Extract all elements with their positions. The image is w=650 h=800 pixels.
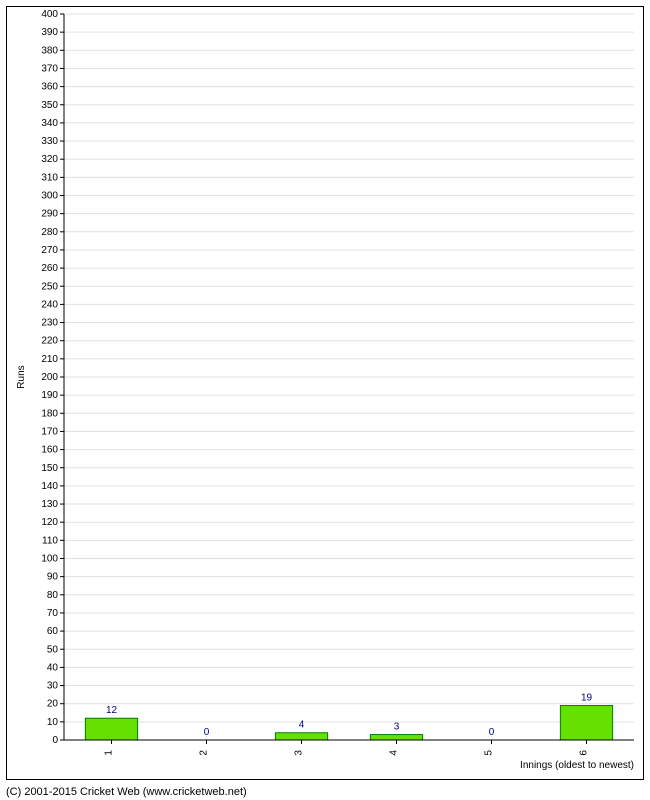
y-tick-label: 210 xyxy=(41,354,58,365)
y-tick-label: 190 xyxy=(41,390,58,401)
x-tick-label: 4 xyxy=(389,750,400,756)
y-tick-label: 270 xyxy=(41,245,58,256)
y-tick-label: 110 xyxy=(42,535,58,546)
bar-value-label: 0 xyxy=(489,727,495,738)
y-tick-label: 130 xyxy=(41,499,58,510)
bar xyxy=(275,733,327,740)
x-tick-label: 3 xyxy=(294,750,305,756)
y-tick-label: 240 xyxy=(41,299,58,310)
y-tick-label: 340 xyxy=(41,118,58,129)
x-tick-label: 2 xyxy=(199,750,210,756)
y-tick-label: 180 xyxy=(41,408,58,419)
chart-container: 0102030405060708090100110120130140150160… xyxy=(0,0,650,800)
y-tick-label: 0 xyxy=(52,735,58,746)
y-tick-label: 380 xyxy=(41,45,58,56)
y-tick-label: 250 xyxy=(41,281,58,292)
y-tick-label: 330 xyxy=(41,136,58,147)
bar-value-label: 4 xyxy=(299,720,305,731)
x-tick-label: 5 xyxy=(484,750,495,756)
y-tick-label: 20 xyxy=(47,699,59,710)
y-tick-label: 200 xyxy=(41,372,58,383)
y-tick-label: 360 xyxy=(41,82,58,93)
y-tick-label: 60 xyxy=(47,626,59,637)
y-tick-label: 260 xyxy=(41,263,58,274)
x-tick-label: 6 xyxy=(579,750,590,756)
bar xyxy=(85,718,137,740)
y-tick-label: 90 xyxy=(47,572,59,583)
y-tick-label: 30 xyxy=(47,681,59,692)
x-tick-label: 1 xyxy=(104,750,115,756)
bar-value-label: 0 xyxy=(204,727,210,738)
y-tick-label: 220 xyxy=(41,336,58,347)
y-tick-label: 350 xyxy=(41,100,58,111)
y-tick-label: 80 xyxy=(47,590,59,601)
bar-value-label: 3 xyxy=(394,722,400,733)
y-tick-label: 150 xyxy=(41,463,58,474)
y-tick-label: 140 xyxy=(41,481,58,492)
x-axis-label: Innings (oldest to newest) xyxy=(520,760,634,771)
y-tick-label: 310 xyxy=(41,172,58,183)
y-tick-label: 290 xyxy=(41,209,58,220)
copyright-text: (C) 2001-2015 Cricket Web (www.cricketwe… xyxy=(6,786,247,798)
bar-value-label: 19 xyxy=(581,693,593,704)
y-tick-label: 70 xyxy=(47,608,59,619)
y-tick-label: 100 xyxy=(41,554,58,565)
y-tick-label: 300 xyxy=(41,191,58,202)
bar-value-label: 12 xyxy=(106,705,118,716)
y-tick-label: 160 xyxy=(41,445,58,456)
y-tick-label: 280 xyxy=(41,227,58,238)
bar-chart: 0102030405060708090100110120130140150160… xyxy=(0,0,650,800)
bar xyxy=(370,735,422,740)
y-tick-label: 320 xyxy=(41,154,58,165)
y-tick-label: 50 xyxy=(47,644,59,655)
y-tick-label: 370 xyxy=(41,63,58,74)
y-tick-label: 10 xyxy=(47,717,59,728)
y-tick-label: 170 xyxy=(41,426,58,437)
y-tick-label: 120 xyxy=(41,517,58,528)
y-tick-label: 40 xyxy=(47,662,59,673)
y-tick-label: 230 xyxy=(41,318,58,329)
y-axis-label: Runs xyxy=(16,365,27,388)
y-tick-label: 400 xyxy=(41,9,58,20)
y-tick-label: 390 xyxy=(41,27,58,38)
bar xyxy=(560,706,612,740)
